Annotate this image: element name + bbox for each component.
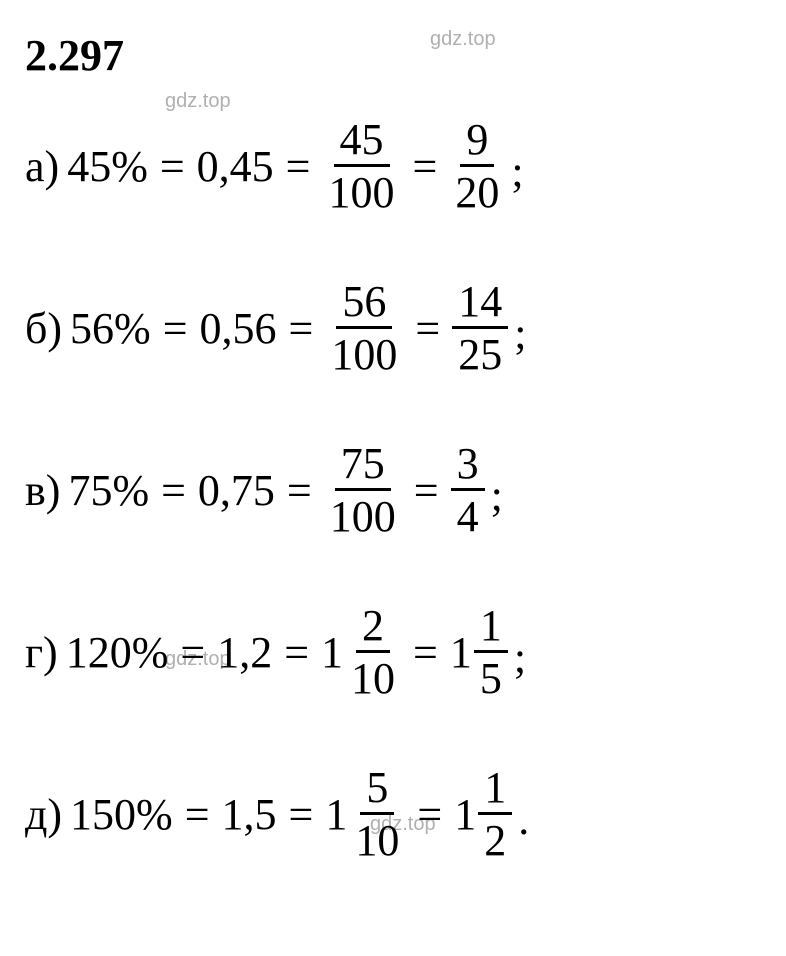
terminator: ; [514, 308, 526, 359]
denominator: 100 [325, 329, 403, 377]
fraction: 45100 [323, 118, 401, 215]
equals-sign: = [163, 303, 188, 354]
decimal-value: 0,75 [198, 465, 275, 516]
equals-sign: = [289, 789, 314, 840]
denominator: 100 [324, 491, 402, 539]
solution-line: г)120%=1,2=1210=115; [25, 587, 761, 717]
equals-sign: = [413, 627, 438, 678]
percent-value: 120% [66, 627, 169, 678]
decimal-value: 1,5 [222, 789, 277, 840]
denominator: 2 [478, 815, 512, 863]
equals-sign: = [417, 789, 442, 840]
whole-part: 1 [321, 627, 343, 678]
exercise-number: 2.297 [25, 30, 761, 81]
terminator: ; [511, 146, 523, 197]
percent-value: 45% [67, 141, 148, 192]
solution-line: в)75%=0,75=75100=34; [25, 425, 761, 555]
expression: 75%=0,75=75100=34; [68, 442, 502, 539]
numerator: 2 [356, 604, 390, 653]
expression: 120%=1,2=1210=115; [66, 604, 526, 701]
fraction: 510 [349, 766, 405, 863]
denominator: 4 [451, 491, 485, 539]
percent-value: 150% [70, 789, 173, 840]
whole-part: 1 [454, 789, 476, 840]
fraction: 210 [345, 604, 401, 701]
numerator: 3 [451, 442, 485, 491]
equals-sign: = [414, 465, 439, 516]
decimal-value: 0,45 [197, 141, 274, 192]
decimal-value: 0,56 [200, 303, 277, 354]
equals-sign: = [415, 303, 440, 354]
fraction: 920 [449, 118, 505, 215]
mixed-number: 1210 [321, 604, 401, 701]
numerator: 75 [335, 442, 391, 491]
terminator: . [518, 794, 529, 845]
fraction: 34 [451, 442, 485, 539]
fraction: 1425 [452, 280, 508, 377]
denominator: 5 [474, 653, 508, 701]
whole-part: 1 [450, 627, 472, 678]
line-label: в) [25, 465, 60, 516]
equals-sign: = [413, 141, 438, 192]
equals-sign: = [289, 303, 314, 354]
line-label: а) [25, 141, 59, 192]
fraction: 56100 [325, 280, 403, 377]
line-label: г) [25, 627, 58, 678]
solution-lines: а)45%=0,45=45100=920;б)56%=0,56=56100=14… [25, 101, 761, 879]
denominator: 100 [323, 167, 401, 215]
expression: 56%=0,56=56100=1425; [70, 280, 526, 377]
denominator: 10 [349, 815, 405, 863]
denominator: 25 [452, 329, 508, 377]
whole-part: 1 [325, 789, 347, 840]
fraction: 12 [478, 766, 512, 863]
numerator: 1 [478, 766, 512, 815]
numerator: 9 [460, 118, 494, 167]
solution-line: а)45%=0,45=45100=920; [25, 101, 761, 231]
terminator: ; [514, 632, 526, 683]
equals-sign: = [287, 465, 312, 516]
expression: 150%=1,5=1510=112. [70, 766, 529, 863]
numerator: 56 [336, 280, 392, 329]
denominator: 10 [345, 653, 401, 701]
line-label: б) [25, 303, 62, 354]
watermark: gdz.top [430, 28, 496, 51]
equals-sign: = [286, 141, 311, 192]
mixed-number: 115 [450, 604, 508, 701]
mixed-number: 1510 [325, 766, 405, 863]
solution-line: д)150%=1,5=1510=112. [25, 749, 761, 879]
mixed-number: 112 [454, 766, 512, 863]
equals-sign: = [180, 627, 205, 678]
equals-sign: = [185, 789, 210, 840]
line-label: д) [25, 789, 62, 840]
solution-line: б)56%=0,56=56100=1425; [25, 263, 761, 393]
equals-sign: = [284, 627, 309, 678]
equals-sign: = [160, 141, 185, 192]
numerator: 5 [360, 766, 394, 815]
decimal-value: 1,2 [217, 627, 272, 678]
denominator: 20 [449, 167, 505, 215]
equals-sign: = [161, 465, 186, 516]
numerator: 45 [334, 118, 390, 167]
percent-value: 75% [68, 465, 149, 516]
fraction: 15 [474, 604, 508, 701]
numerator: 1 [474, 604, 508, 653]
terminator: ; [491, 470, 503, 521]
fraction: 75100 [324, 442, 402, 539]
expression: 45%=0,45=45100=920; [67, 118, 523, 215]
numerator: 14 [452, 280, 508, 329]
percent-value: 56% [70, 303, 151, 354]
